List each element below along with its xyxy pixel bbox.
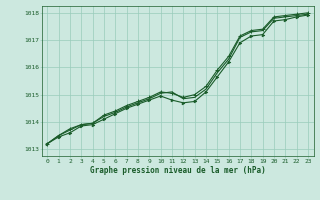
X-axis label: Graphe pression niveau de la mer (hPa): Graphe pression niveau de la mer (hPa): [90, 166, 266, 175]
